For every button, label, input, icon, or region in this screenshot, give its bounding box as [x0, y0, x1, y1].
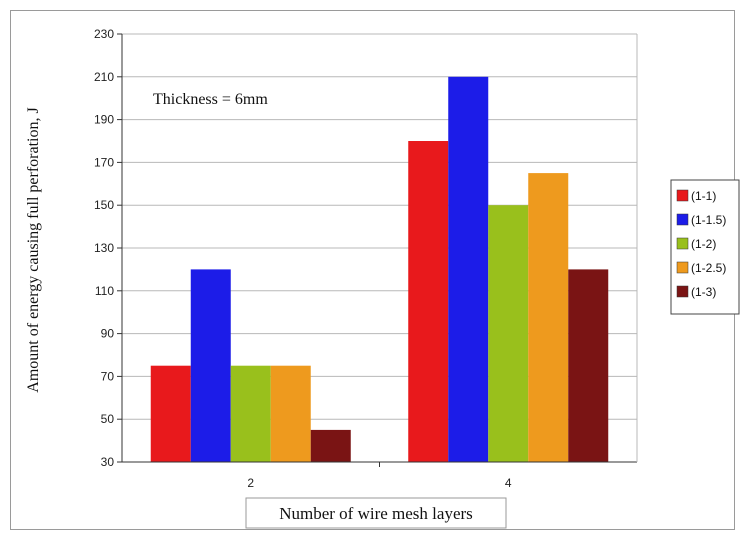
bar-(1-1.5)-2: [190, 269, 231, 462]
legend-swatch: [676, 261, 689, 274]
y-tick-labels: 30 50 70 90 110 130 150 170 190 210 230: [94, 27, 114, 469]
bar-(1-2.5)-4: [528, 173, 569, 462]
bars: [150, 76, 609, 463]
annotation-text: Thickness = 6mm: [153, 91, 268, 108]
y-tick-label: 130: [94, 241, 114, 255]
legend-label: (1-2.5): [691, 261, 726, 275]
legend-swatch: [676, 213, 689, 226]
legend-label: (1-2): [691, 237, 716, 251]
legend-label: (1-1.5): [691, 213, 726, 227]
y-tick-label: 150: [94, 198, 114, 212]
y-tick-label: 30: [101, 455, 115, 469]
y-axis-title: Amount of energy causing full perforatio…: [25, 107, 42, 392]
annotation-box: [146, 84, 306, 114]
legend-swatch: [676, 189, 689, 202]
y-tick-label: 190: [94, 113, 114, 127]
x-axis-title: Number of wire mesh layers: [279, 504, 473, 523]
bar-(1-2)-4: [488, 205, 529, 462]
x-axis-title-box: [245, 497, 507, 529]
bar-(1-3)-2: [310, 429, 351, 462]
axes: [121, 34, 638, 467]
y-tick-label: 70: [101, 369, 115, 383]
legend: (1-1) (1-1.5) (1-2) (1-2.5) (1-3): [676, 189, 726, 299]
y-tick-label: 230: [94, 27, 114, 41]
bar-(1-1)-2: [150, 365, 191, 462]
legend-swatch: [676, 285, 689, 298]
bar-(1-2)-2: [230, 365, 271, 462]
y-tick-label: 210: [94, 70, 114, 84]
x-tick-label: 4: [505, 476, 512, 490]
y-tick-label: 170: [94, 155, 114, 169]
bar-(1-1.5)-4: [448, 76, 489, 463]
bar-(1-2.5)-2: [270, 365, 311, 462]
legend-label: (1-3): [691, 285, 716, 299]
x-tick-label: 2: [247, 476, 254, 490]
bar-(1-1)-4: [408, 141, 449, 462]
legend-swatch: [676, 237, 689, 250]
y-tick-label: 90: [101, 327, 115, 341]
bar-(1-3)-4: [568, 269, 609, 462]
y-tick-label: 110: [95, 284, 114, 298]
legend-label: (1-1): [691, 189, 716, 203]
y-tick-label: 50: [101, 412, 115, 426]
